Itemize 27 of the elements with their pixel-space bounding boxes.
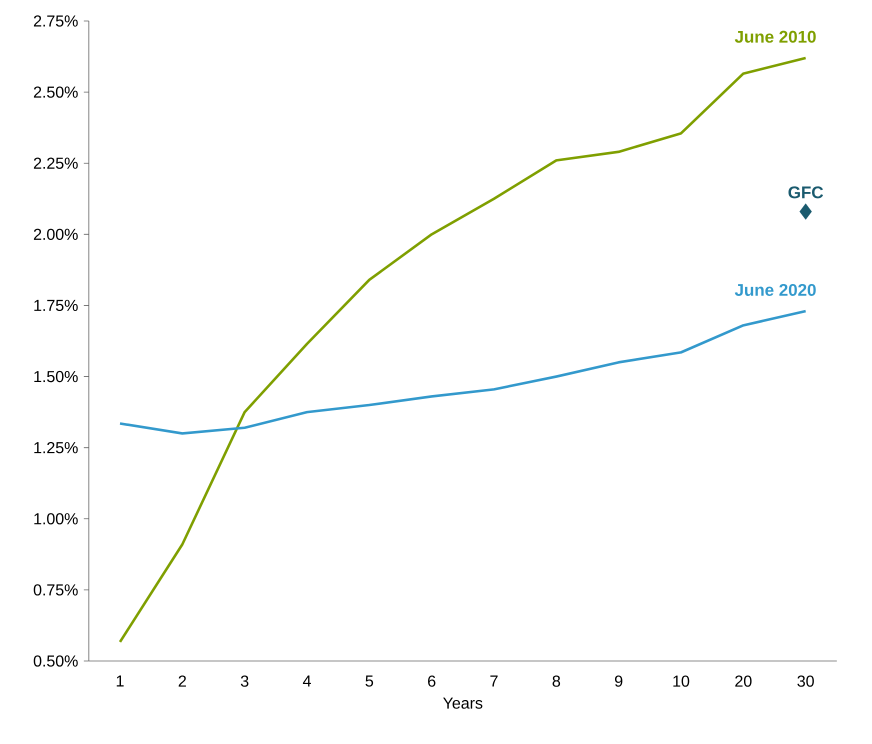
x-tick-label: 6	[428, 676, 436, 687]
y-tick-label: 2.75%	[34, 15, 78, 27]
y-tick-label: 0.75%	[34, 584, 78, 596]
x-tick-label: 2	[178, 676, 186, 687]
x-tick-label: 9	[614, 676, 622, 687]
x-tick-label: 20	[735, 676, 752, 687]
y-tick-label: 2.00%	[34, 228, 78, 240]
line-series	[118, 310, 807, 435]
y-tick-label: 1.25%	[34, 442, 78, 454]
x-tick-label: 1	[116, 676, 124, 686]
series-label: June 2010	[734, 30, 816, 43]
series-label: June 2020	[734, 284, 816, 296]
y-tick-label: 2.50%	[34, 86, 78, 98]
y-tick-label: 1.75%	[34, 300, 78, 312]
x-tick-label: 5	[366, 676, 374, 687]
x-tick-label: 3	[240, 676, 248, 687]
y-tick-label: 0.50%	[34, 655, 78, 667]
x-tick-label: 8	[552, 676, 560, 687]
y-tick-label: 1.50%	[34, 370, 78, 382]
series-label: GFC	[788, 186, 824, 198]
x-tick-label: 4	[302, 676, 311, 686]
x-tick-label: 10	[673, 676, 690, 687]
x-axis-title: Years	[443, 698, 482, 709]
y-tick-label: 1.00%	[34, 513, 78, 524]
y-tick-label: 2.25%	[34, 158, 78, 169]
x-tick-label: 7	[490, 676, 498, 686]
x-tick-label: 30	[797, 676, 814, 687]
